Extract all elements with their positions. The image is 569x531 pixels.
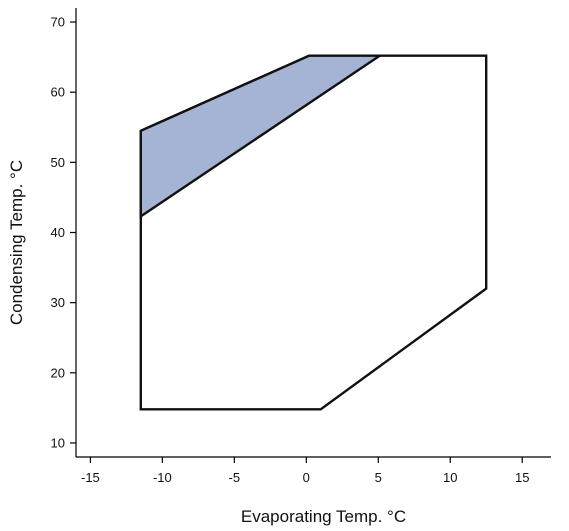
x-tick-label: 5 xyxy=(375,470,382,485)
y-axis-title: Condensing Temp. °C xyxy=(7,160,26,325)
y-axis-ticks: 10 20 30 40 50 60 70 xyxy=(51,15,76,450)
y-tick-label: 50 xyxy=(51,155,65,170)
x-tick-label: 0 xyxy=(303,470,310,485)
x-axis-title: Evaporating Temp. °C xyxy=(241,507,406,526)
x-tick-label: -15 xyxy=(81,470,100,485)
x-tick-label: 10 xyxy=(443,470,457,485)
y-tick-label: 40 xyxy=(51,225,65,240)
y-tick-label: 20 xyxy=(51,365,65,380)
y-tick-label: 30 xyxy=(51,295,65,310)
x-tick-label: -10 xyxy=(153,470,172,485)
y-tick-label: 70 xyxy=(51,15,65,30)
x-axis-ticks: -15 -10 -5 0 5 10 15 xyxy=(81,457,529,485)
y-tick-label: 60 xyxy=(51,85,65,100)
x-tick-label: 15 xyxy=(515,470,529,485)
shaded-region xyxy=(139,54,384,219)
plot-area xyxy=(139,54,488,411)
x-tick-label: -5 xyxy=(229,470,241,485)
y-tick-label: 10 xyxy=(51,435,65,450)
